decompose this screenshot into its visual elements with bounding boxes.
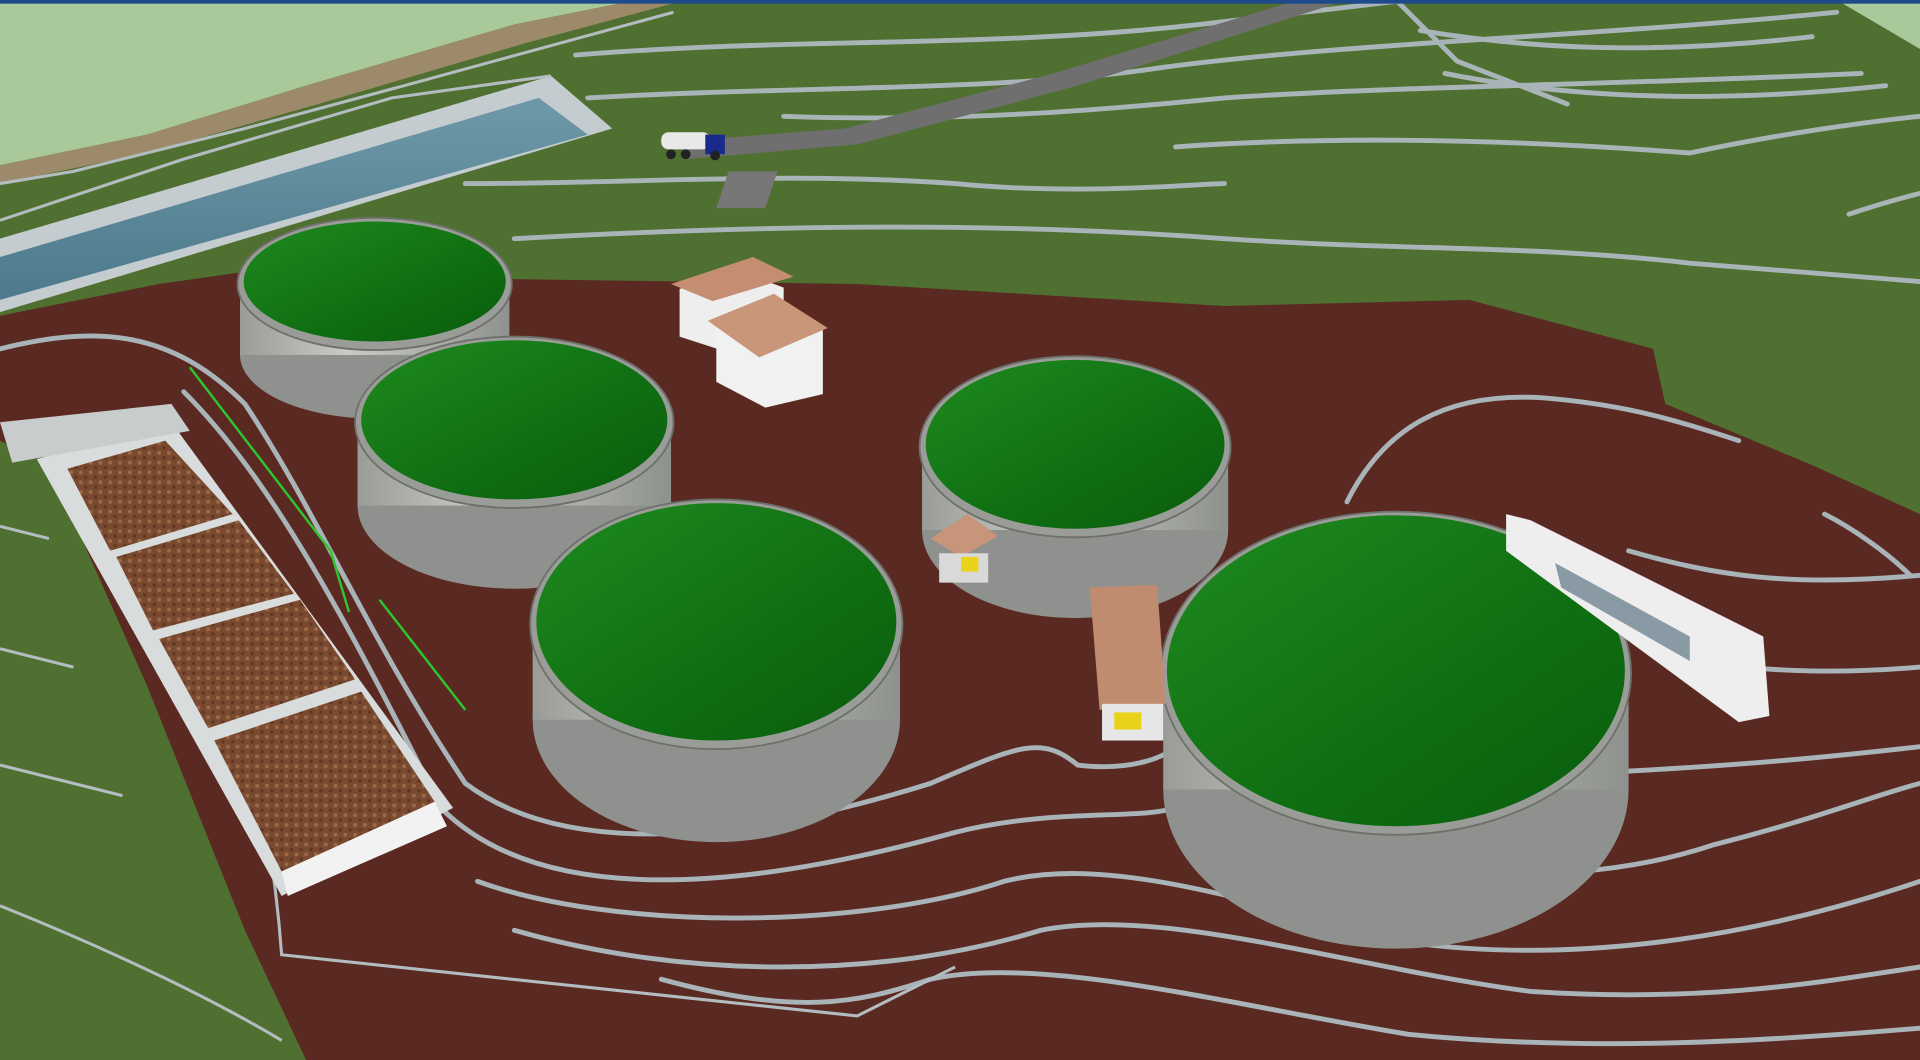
contour-line	[475, 871, 1920, 953]
buildings	[671, 257, 1770, 741]
digester-tanks	[236, 216, 1632, 949]
pump-house-roof	[1089, 585, 1166, 710]
equipment	[961, 556, 979, 572]
tank-dome	[536, 503, 897, 741]
tank-dome	[243, 221, 506, 342]
drying-bed	[214, 691, 435, 872]
contour-line	[658, 970, 1920, 1047]
contour-line	[1442, 70, 1889, 99]
access-road	[685, 0, 1347, 160]
tank-dome	[1166, 515, 1625, 827]
contour-line	[1822, 511, 1913, 578]
tank-dome	[925, 359, 1225, 529]
contour-line	[1417, 28, 1815, 51]
field-line	[0, 524, 283, 1042]
contour-line	[0, 333, 1178, 837]
contour-line	[1626, 548, 1920, 583]
building-roof	[707, 293, 828, 358]
fence	[0, 10, 674, 186]
bed-wall	[281, 801, 447, 896]
channel-water	[0, 97, 588, 300]
contour-line	[1393, 0, 1570, 107]
drying-bed	[116, 520, 294, 631]
tanker-truck	[661, 132, 725, 161]
building-roof	[671, 257, 794, 302]
sky-corner	[1836, 0, 1920, 49]
contour-line	[1626, 744, 1920, 774]
contour-line	[511, 224, 1920, 284]
truck-cab	[705, 134, 725, 155]
truck-tank	[661, 132, 711, 150]
contour-line	[585, 9, 1840, 101]
truck-wheel	[666, 149, 676, 160]
sky-area	[0, 0, 637, 166]
contour-line	[511, 922, 1920, 998]
drying-bed	[159, 599, 356, 729]
truck-wheel	[710, 150, 720, 161]
shelter-roof	[930, 514, 998, 557]
contour-line	[1846, 190, 1920, 217]
generator	[1114, 712, 1142, 730]
tank-dome	[361, 340, 668, 500]
contour-line	[462, 175, 1227, 192]
contour-line	[1344, 394, 1742, 505]
pipe	[188, 366, 467, 711]
top-bar	[0, 0, 1920, 4]
contour-line	[1173, 113, 1920, 156]
fence	[0, 74, 552, 222]
slope-edge	[0, 0, 686, 184]
truck-wheel	[680, 149, 691, 160]
upper-contours	[462, 0, 1920, 284]
long-building-window	[1555, 563, 1690, 661]
lower-contours	[0, 333, 1920, 1047]
road-pad	[716, 171, 778, 209]
drying-bed	[67, 440, 233, 551]
water-channel	[0, 10, 674, 313]
contour-line	[181, 389, 1920, 883]
drying-beds	[0, 366, 467, 896]
contour-line	[573, 0, 1411, 58]
inlet-structure	[0, 403, 190, 463]
